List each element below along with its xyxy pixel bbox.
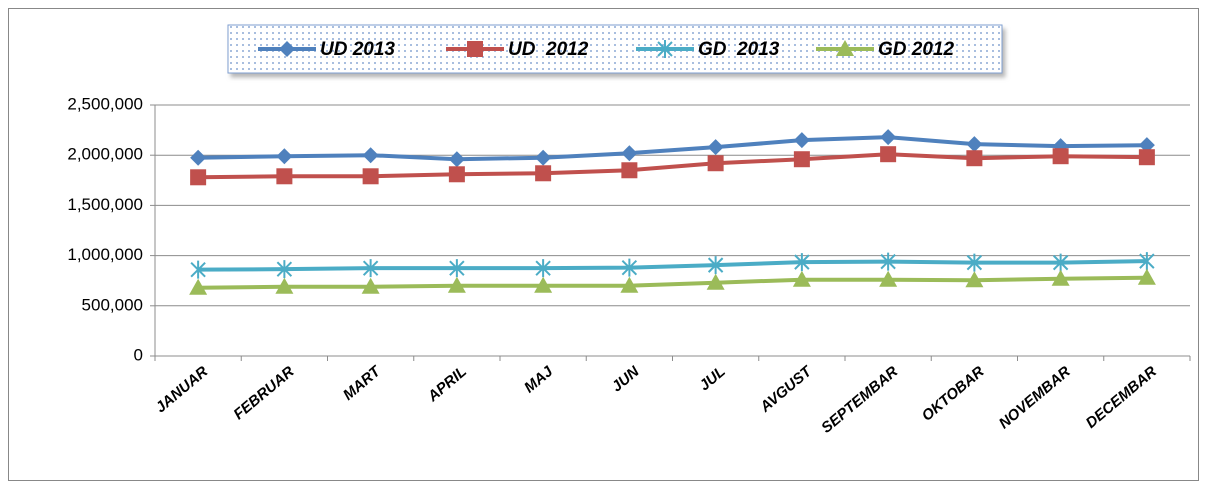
data-point — [361, 277, 380, 294]
y-tick-label: 2,500,000 — [67, 94, 143, 113]
data-point — [792, 270, 811, 287]
data-point — [793, 132, 810, 149]
data-point — [362, 147, 379, 164]
series-line — [198, 259, 1147, 272]
data-point — [707, 155, 724, 172]
data-point — [362, 168, 379, 185]
data-point — [276, 260, 293, 279]
legend: UD 2013 UD 2012 GD 2013 GD 2012 — [227, 24, 1003, 74]
data-point — [449, 259, 465, 278]
y-tick-label: 500,000 — [82, 295, 143, 314]
data-point — [535, 149, 552, 166]
data-point — [880, 146, 897, 163]
legend-marker — [467, 41, 483, 57]
data-point — [190, 260, 206, 279]
data-point — [1052, 253, 1069, 272]
data-point — [447, 276, 466, 293]
data-point — [707, 256, 724, 275]
series-line — [198, 135, 1147, 162]
data-point — [965, 271, 984, 288]
data-point — [966, 253, 983, 272]
data-point — [879, 270, 898, 287]
y-tick-label: 1,000,000 — [67, 245, 143, 264]
data-point — [276, 148, 293, 165]
data-point — [621, 258, 638, 277]
data-point — [190, 149, 207, 166]
legend-label: UD 2012 — [508, 39, 589, 60]
y-tick-label: 2,000,000 — [67, 145, 143, 164]
legend-marker — [657, 40, 673, 58]
data-point — [534, 276, 553, 293]
data-point — [1051, 269, 1070, 286]
data-point — [620, 276, 639, 293]
y-tick-label: 0 — [134, 345, 143, 364]
series-line — [198, 275, 1147, 290]
legend-label: GD 2012 — [878, 39, 954, 60]
data-point — [276, 168, 293, 185]
data-point — [880, 252, 896, 271]
data-point — [362, 259, 379, 278]
legend-marker — [836, 40, 854, 56]
legend-label: GD 2013 — [698, 39, 780, 60]
y-tick-label: 1,500,000 — [67, 195, 143, 214]
chart-border — [8, 8, 1199, 481]
data-point — [448, 151, 465, 168]
data-point — [621, 162, 638, 179]
data-point — [706, 273, 725, 290]
data-point — [794, 253, 810, 272]
series-line — [198, 152, 1147, 180]
data-point — [621, 145, 638, 162]
data-point — [275, 277, 294, 294]
data-point — [1137, 268, 1156, 285]
data-point — [535, 259, 551, 278]
data-point — [966, 136, 983, 153]
data-point — [880, 129, 897, 146]
data-point — [1052, 148, 1069, 165]
data-point — [535, 165, 552, 182]
data-point — [1139, 252, 1155, 271]
data-point — [190, 169, 207, 186]
data-point — [448, 166, 465, 183]
legend-marker — [279, 41, 295, 57]
legend-label: UD 2013 — [320, 39, 395, 60]
data-point — [189, 278, 208, 295]
data-point — [966, 150, 983, 167]
data-point — [793, 151, 810, 168]
data-point — [707, 139, 724, 156]
data-point — [1138, 149, 1155, 166]
data-point — [1138, 137, 1155, 154]
